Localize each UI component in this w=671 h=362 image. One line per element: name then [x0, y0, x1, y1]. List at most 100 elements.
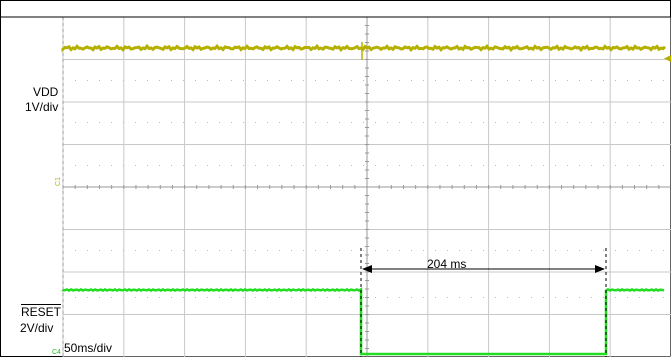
graticule-dot — [183, 297, 184, 298]
graticule-dot — [459, 297, 460, 298]
vdd-level-marker-icon — [664, 55, 671, 62]
graticule-dot — [159, 80, 160, 81]
graticule-dot — [75, 80, 76, 81]
graticule-dot — [603, 250, 604, 251]
graticule-dot — [159, 297, 160, 298]
graticule-dot — [147, 80, 148, 81]
graticule-dot — [99, 165, 100, 166]
graticule-dot — [567, 80, 568, 81]
graticule-dot — [627, 80, 628, 81]
graticule-dot — [231, 297, 232, 298]
graticule-dot — [435, 250, 436, 251]
graticule-dot — [315, 165, 316, 166]
graticule-dot — [447, 297, 448, 298]
graticule-dot — [651, 122, 652, 123]
graticule-dot — [615, 250, 616, 251]
graticule-dot — [387, 165, 388, 166]
graticule-dot — [99, 297, 100, 298]
graticule-dot — [627, 297, 628, 298]
graticule-dot — [639, 250, 640, 251]
graticule-dot — [267, 297, 268, 298]
graticule-dot — [651, 297, 652, 298]
graticule-dot — [495, 297, 496, 298]
graticule-dot — [483, 80, 484, 81]
graticule-dot — [519, 250, 520, 251]
graticule-dot — [171, 250, 172, 251]
graticule-dot — [219, 297, 220, 298]
graticule-dot — [435, 80, 436, 81]
graticule-dot — [435, 297, 436, 298]
graticule-dot — [219, 122, 220, 123]
graticule-dot — [291, 250, 292, 251]
graticule-dot — [447, 122, 448, 123]
graticule-dot — [231, 80, 232, 81]
left-arrowhead-icon — [362, 265, 372, 273]
graticule-dot — [435, 165, 436, 166]
graticule-dot — [231, 250, 232, 251]
graticule-dot — [591, 122, 592, 123]
graticule-dot — [171, 165, 172, 166]
graticule-dot — [483, 297, 484, 298]
graticule-dot — [663, 297, 664, 298]
graticule-dot — [327, 80, 328, 81]
graticule-dot — [291, 122, 292, 123]
graticule-dot — [243, 297, 244, 298]
graticule-dot — [75, 165, 76, 166]
graticule-dot — [123, 165, 124, 166]
graticule-dot — [663, 80, 664, 81]
pulse-width-annotation: 204 ms — [427, 257, 467, 271]
graticule-dot — [123, 80, 124, 81]
graticule-dot — [471, 80, 472, 81]
graticule-dot — [579, 165, 580, 166]
graticule-dot — [327, 165, 328, 166]
graticule-dot — [255, 165, 256, 166]
graticule-dot — [231, 165, 232, 166]
reset-label: RESET — [21, 305, 62, 319]
graticule-dot — [423, 250, 424, 251]
graticule-dot — [459, 165, 460, 166]
graticule-dot — [219, 250, 220, 251]
graticule-dot — [471, 250, 472, 251]
graticule-dot — [615, 165, 616, 166]
graticule-dot — [255, 297, 256, 298]
graticule-dot — [423, 122, 424, 123]
graticule-dot — [507, 297, 508, 298]
graticule-dot — [351, 297, 352, 298]
graticule-dot — [147, 122, 148, 123]
graticule-dot — [555, 165, 556, 166]
graticule-dot — [207, 250, 208, 251]
graticule-dot — [459, 122, 460, 123]
graticule-dot — [447, 250, 448, 251]
graticule-dot — [459, 80, 460, 81]
graticule-dot — [471, 122, 472, 123]
graticule-dot — [219, 80, 220, 81]
graticule-dot — [195, 80, 196, 81]
graticule-dot — [531, 122, 532, 123]
graticule-dot — [399, 165, 400, 166]
graticule-dot — [423, 80, 424, 81]
graticule-dot — [435, 122, 436, 123]
graticule-dot — [651, 250, 652, 251]
graticule-dot — [315, 250, 316, 251]
graticule-dot — [87, 250, 88, 251]
graticule-dot — [387, 122, 388, 123]
graticule-dot — [507, 250, 508, 251]
graticule-dot — [543, 165, 544, 166]
graticule-dot — [483, 122, 484, 123]
graticule-dot — [639, 80, 640, 81]
graticule-dot — [99, 250, 100, 251]
graticule-dot — [663, 165, 664, 166]
right-arrowhead-icon — [595, 265, 605, 273]
graticule-dot — [147, 165, 148, 166]
graticule-dot — [207, 165, 208, 166]
graticule-dot — [603, 297, 604, 298]
graticule-dot — [531, 297, 532, 298]
graticule-dot — [351, 122, 352, 123]
graticule-dot — [495, 250, 496, 251]
graticule-dot — [315, 122, 316, 123]
graticule-dot — [663, 250, 664, 251]
graticule-dot — [87, 122, 88, 123]
graticule-dot — [495, 165, 496, 166]
graticule-dot — [195, 250, 196, 251]
graticule-dot — [471, 165, 472, 166]
